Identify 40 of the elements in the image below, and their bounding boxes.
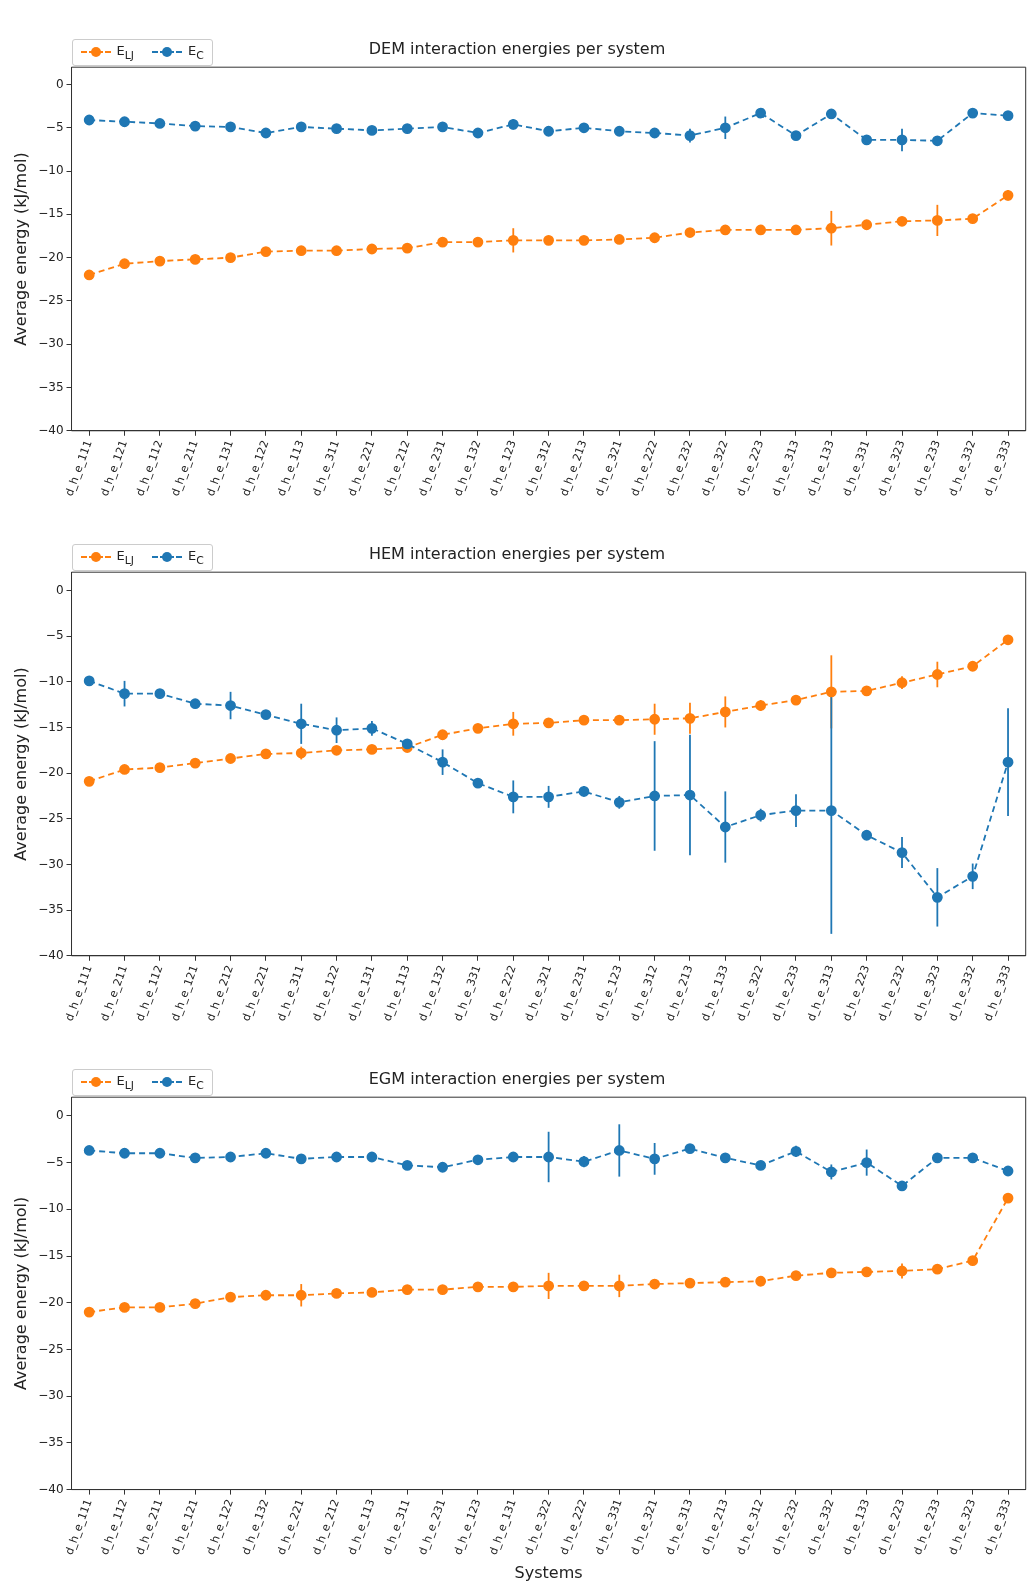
- y-tick-label: −20: [38, 1294, 64, 1309]
- chart-title: DEM interaction energies per system: [368, 38, 666, 58]
- y-tick-label: −35: [38, 1434, 64, 1449]
- legend-label: E$_{LJ}$: [116, 1073, 134, 1092]
- chart-title: EGM interaction energies per system: [368, 1068, 666, 1088]
- y-tick-label: −30: [38, 1388, 64, 1403]
- y-axis-title: Average energy (kJ/mol): [10, 667, 30, 861]
- y-tick-label: −40: [38, 422, 64, 437]
- legend-label: E$_{C}$: [187, 43, 204, 62]
- y-tick-label: −25: [38, 1341, 64, 1356]
- y-tick-label: −20: [38, 249, 64, 264]
- y-tick-label: −30: [38, 856, 64, 871]
- y-tick-label: −30: [38, 336, 64, 351]
- y-tick-label: −20: [38, 765, 64, 780]
- y-axis-title: Average energy (kJ/mol): [10, 152, 30, 346]
- y-tick-label: 0: [55, 1108, 64, 1123]
- y-tick-label: −10: [38, 163, 64, 178]
- y-tick-label: −10: [38, 673, 64, 688]
- y-tick-label: −25: [38, 810, 64, 825]
- y-tick-label: −15: [38, 206, 64, 221]
- y-tick-label: −15: [38, 719, 64, 734]
- y-tick-label: −35: [38, 379, 64, 394]
- y-tick-label: 0: [55, 582, 64, 597]
- y-tick-label: −40: [38, 1481, 64, 1496]
- legend-label: E$_{C}$: [187, 548, 204, 567]
- y-tick-label: −10: [38, 1201, 64, 1216]
- y-tick-label: −15: [38, 1248, 64, 1263]
- x-axis-title: Systems: [514, 1562, 583, 1582]
- y-tick-label: −5: [45, 119, 64, 134]
- y-tick-label: −25: [38, 293, 64, 308]
- y-tick-label: −5: [45, 628, 64, 643]
- y-tick-label: −35: [38, 902, 64, 917]
- legend-label: E$_{LJ}$: [116, 548, 134, 567]
- y-axis-title: Average energy (kJ/mol): [10, 1196, 30, 1391]
- legend-label: E$_{LJ}$: [116, 43, 134, 62]
- y-tick-label: 0: [55, 76, 64, 91]
- legend-label: E$_{C}$: [187, 1073, 204, 1092]
- chart-title: HEM interaction energies per system: [368, 543, 666, 563]
- y-tick-label: −5: [45, 1154, 64, 1169]
- y-tick-label: −40: [38, 947, 64, 962]
